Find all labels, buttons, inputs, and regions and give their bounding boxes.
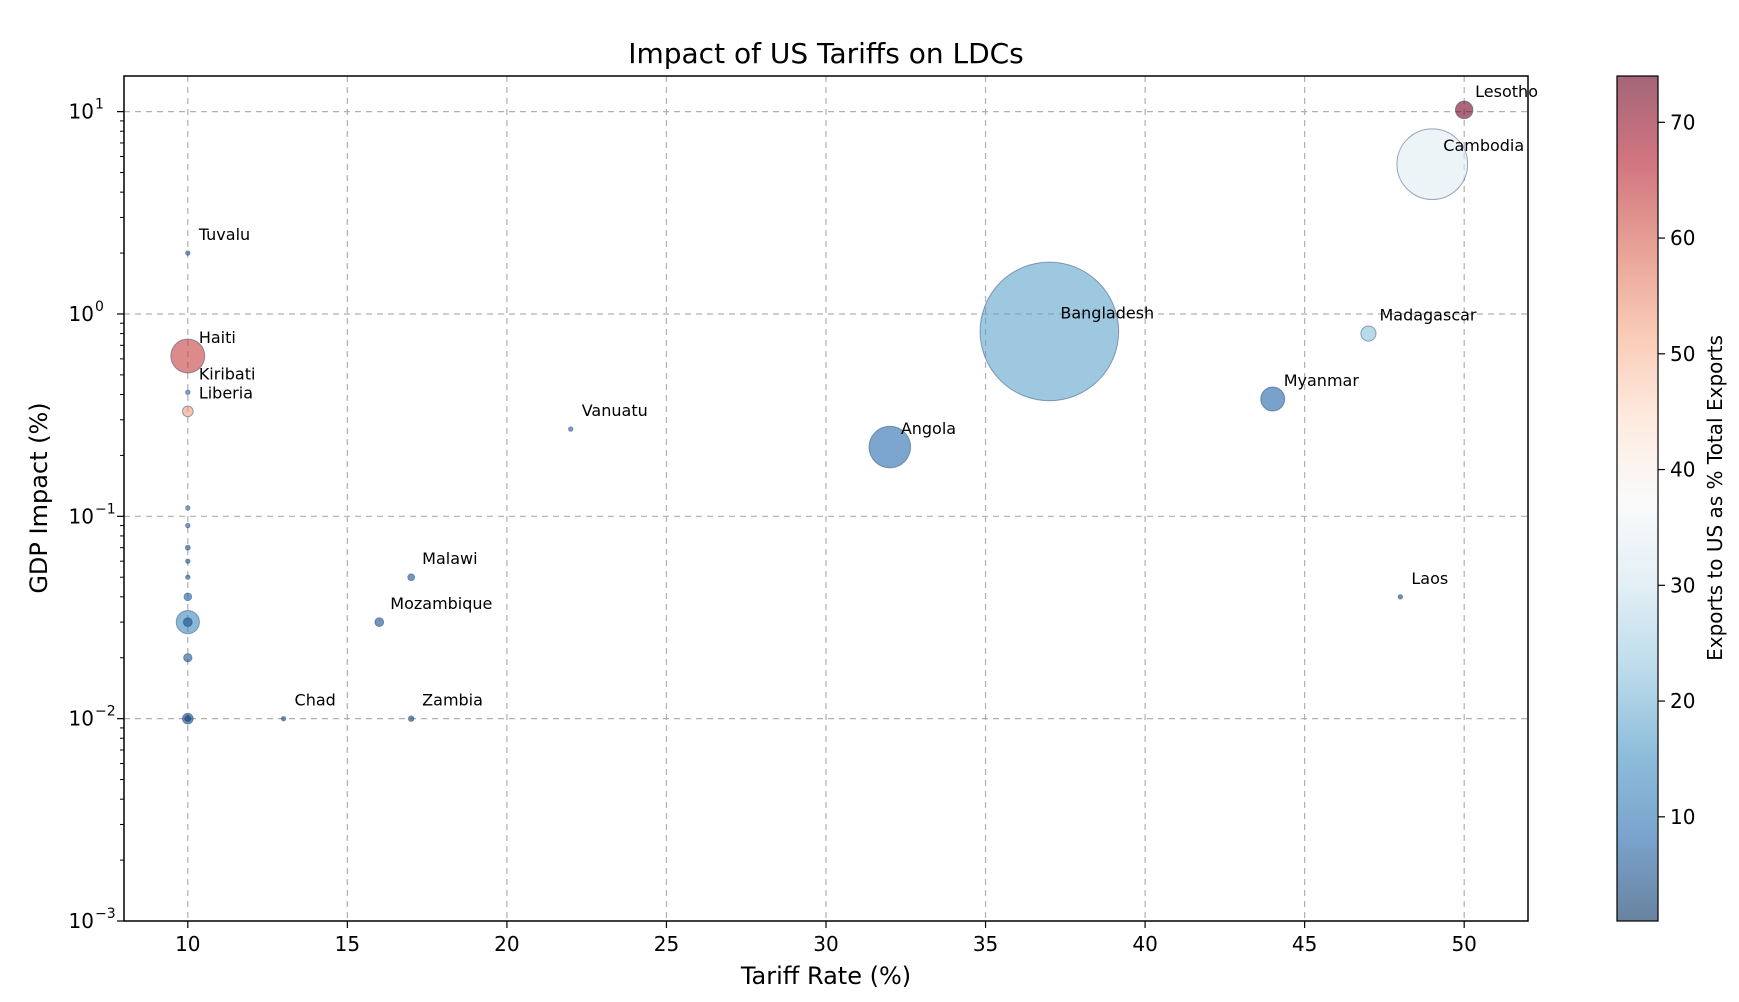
colorbar-tick-label: 70 <box>1670 110 1695 134</box>
x-axis-label: Tariff Rate (%) <box>740 962 911 990</box>
data-point-liberia <box>181 405 194 418</box>
colorbar-tick-label: 10 <box>1670 805 1695 829</box>
data-point-tuvalu <box>185 250 191 256</box>
data-point-angola <box>868 425 912 469</box>
data-point-kiribati <box>185 389 191 396</box>
colorbar-tick-label: 20 <box>1670 689 1695 713</box>
y-tick-exponent: −3 <box>95 906 116 922</box>
y-tick-exponent: 1 <box>95 97 104 113</box>
label-myanmar: Myanmar <box>1284 371 1360 390</box>
data-point <box>184 715 192 723</box>
data-point <box>185 574 191 580</box>
colorbar <box>1616 75 1659 922</box>
x-tick-label: 40 <box>1132 932 1157 956</box>
colorbar-ticks: 10 20 30 40 50 60 70 <box>1658 110 1695 829</box>
data-point <box>182 617 193 627</box>
label-laos: Laos <box>1411 569 1448 588</box>
data-point-malawi <box>407 573 416 582</box>
data-point <box>185 558 191 564</box>
data-point-lesotho <box>1454 100 1474 120</box>
y-tick-label: 10 <box>69 707 94 731</box>
data-point-mozambique <box>374 617 385 627</box>
label-mozambique: Mozambique <box>390 594 492 613</box>
point-annotations: Lesotho Cambodia Tuvalu Bangladesh Madagasca… <box>198 82 1538 710</box>
data-point-madagascar <box>1360 325 1377 342</box>
label-chad: Chad <box>295 691 336 710</box>
label-angola: Angola <box>901 419 956 438</box>
x-tick-label: 20 <box>494 932 519 956</box>
colorbar-tick-label: 50 <box>1670 342 1695 366</box>
data-point-cambodia <box>1396 128 1469 201</box>
data-point <box>185 505 191 511</box>
x-tick-label: 35 <box>973 932 998 956</box>
data-point <box>184 544 191 551</box>
label-haiti: Haiti <box>199 328 236 347</box>
y-tick-label: 10 <box>69 909 94 933</box>
x-tick-label: 30 <box>813 932 838 956</box>
label-bangladesh: Bangladesh <box>1060 303 1154 322</box>
x-tick-label: 50 <box>1451 932 1476 956</box>
label-vanuatu: Vanuatu <box>582 401 648 420</box>
y-tick-label: 10 <box>69 100 94 124</box>
x-tick-label: 45 <box>1292 932 1317 956</box>
data-point <box>183 592 193 602</box>
x-tick-label: 25 <box>654 932 679 956</box>
y-tick-exponent: −2 <box>95 704 116 720</box>
label-lesotho: Lesotho <box>1475 82 1538 101</box>
y-tick-exponent: 0 <box>95 299 104 315</box>
colorbar-tick-label: 40 <box>1670 458 1695 482</box>
y-axis-label: GDP Impact (%) <box>25 402 53 593</box>
label-madagascar: Madagascar <box>1379 306 1476 325</box>
colorbar-label: Exports to US as % Total Exports <box>1703 335 1727 661</box>
label-malawi: Malawi <box>422 549 477 568</box>
x-tick-label: 15 <box>335 932 360 956</box>
grid <box>124 76 1528 921</box>
data-point-chad <box>280 715 287 722</box>
data-point-vanuatu <box>568 426 574 432</box>
y-tick-exponent: −1 <box>95 501 116 517</box>
colorbar-tick-label: 30 <box>1670 573 1695 597</box>
data-point-haiti <box>170 338 206 374</box>
x-axis: 10 15 20 25 30 35 40 45 50 <box>175 921 1477 956</box>
label-cambodia: Cambodia <box>1443 136 1524 155</box>
data-point <box>185 522 191 529</box>
data-point-laos <box>1397 594 1404 600</box>
data-point-myanmar <box>1260 386 1286 412</box>
y-tick-label: 10 <box>69 504 94 528</box>
data-points <box>170 100 1474 725</box>
y-tick-label: 10 <box>69 302 94 326</box>
x-tick-label: 10 <box>175 932 200 956</box>
data-point-zambia <box>407 715 415 722</box>
chart-title: Impact of US Tariffs on LDCs <box>628 37 1024 70</box>
label-zambia: Zambia <box>422 691 483 710</box>
data-point-bangladesh <box>979 261 1120 402</box>
label-kiribati: Kiribati <box>199 364 256 383</box>
data-point <box>183 653 193 663</box>
label-liberia: Liberia <box>199 383 253 402</box>
label-tuvalu: Tuvalu <box>198 225 250 244</box>
colorbar-tick-label: 60 <box>1670 226 1695 250</box>
